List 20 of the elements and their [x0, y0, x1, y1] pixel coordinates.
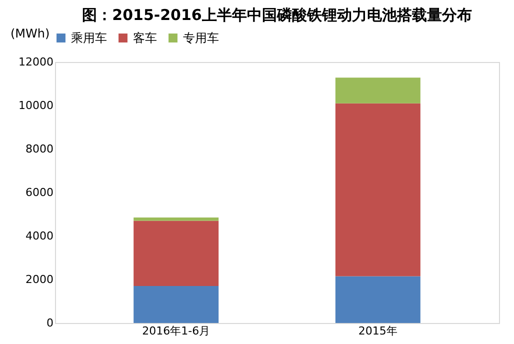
y-tick-label: 6000	[26, 186, 54, 199]
y-tick-label: 12000	[18, 56, 54, 68]
x-tick-label: 2015年	[358, 324, 398, 338]
bar	[335, 103, 420, 276]
legend-label: 客车	[133, 31, 157, 45]
y-tick-label: 8000	[26, 142, 54, 156]
y-tick-label: 2000	[26, 273, 54, 286]
y-axis-title: (MWh)	[10, 26, 50, 40]
legend-label: 专用车	[183, 31, 219, 45]
y-tick-label: 4000	[26, 230, 54, 242]
y-tick-label: 0	[46, 316, 54, 330]
bar	[134, 286, 219, 323]
chart-title: 图：2015-2016上半年中国磷酸铁锂动力电池搭载量分布	[82, 6, 472, 24]
bar	[134, 218, 219, 221]
bar	[335, 78, 420, 104]
x-tick-label: 2016年1-6月	[142, 324, 210, 338]
legend-label: 乘用车	[71, 31, 107, 45]
y-tick-label: 10000	[18, 99, 54, 112]
bar	[335, 276, 420, 323]
bar	[134, 220, 219, 286]
